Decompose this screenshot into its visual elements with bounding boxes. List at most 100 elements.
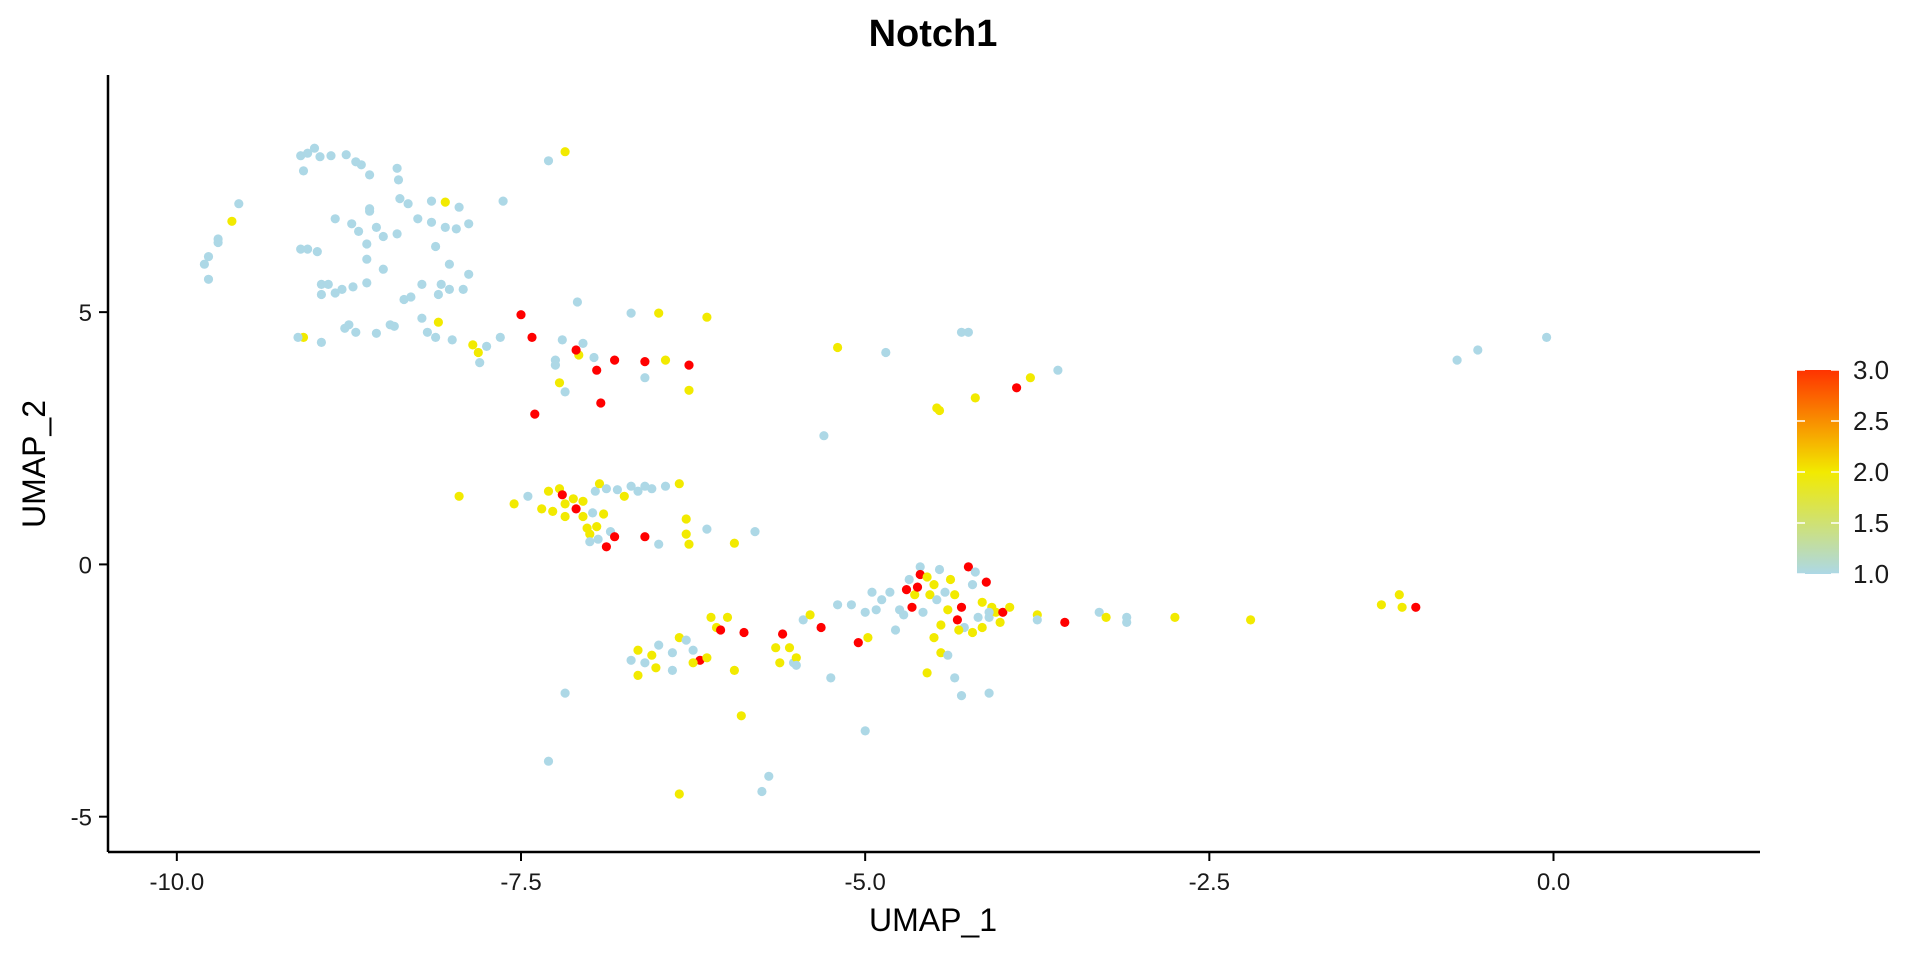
scatter-point [750,527,760,537]
scatter-point [967,627,978,638]
scatter-point [610,532,620,542]
scatter-point [347,219,357,229]
scatter-point [362,254,372,264]
colorbar-tick-label: 2.5 [1853,406,1889,436]
scatter-point [729,665,740,676]
scatter-point [431,241,441,252]
scatter-point [764,771,774,781]
scatter-point [1170,612,1180,623]
scatter-point [560,499,570,509]
scatter-point [596,398,606,408]
scatter-point [326,151,336,161]
y-ticks: -5 0 5 [71,300,108,832]
scatter-point [681,514,691,524]
x-tick-label: -10.0 [149,869,204,896]
scatter-point [426,217,437,227]
scatter-point [572,297,583,307]
scatter-point [833,342,843,353]
scatter-point [706,612,716,623]
scatter-point [413,214,423,224]
scatter-point [578,511,588,522]
scatter-point [654,308,664,318]
scatter-point [530,409,540,419]
scatter-point [667,648,678,658]
scatter-point [426,196,437,206]
scatter-point [303,148,313,158]
scatter-point [303,244,313,254]
scatter-point [1005,602,1015,612]
scatter-point [950,673,960,683]
scatter-point [674,633,684,643]
scatter-point [213,237,223,248]
colorbar-tick-label: 3.0 [1853,355,1889,385]
scatter-point [910,590,920,600]
scatter-point [684,385,694,395]
scatter-point [984,607,994,617]
scatter-point [899,610,909,620]
scatter-point [571,345,581,355]
scatter-point [464,269,474,279]
scatter-point [729,538,740,548]
scatter-point [440,197,450,207]
scatter-point [422,327,432,337]
scatter-point [619,491,629,501]
scatter-point [1053,365,1063,375]
scatter-point [950,590,960,600]
scatter-point [863,633,873,643]
scatter-point [626,481,636,491]
scatter-point [981,577,991,587]
scatter-point [601,542,612,552]
scatter-point [984,688,994,698]
scatter-point [674,789,684,799]
scatter-point [371,222,381,232]
scatter-point [936,648,946,658]
colorbar-tick-label: 1.0 [1853,559,1889,589]
scatter-point [1473,345,1483,355]
scatter-point [585,537,595,547]
scatter-point [833,600,843,610]
scatter-point [934,405,945,416]
x-tick-label: -7.5 [500,869,541,896]
scatter-point [647,484,657,494]
scatter-point [417,313,427,323]
scatter-point [523,491,533,501]
scatter-point [585,529,595,539]
chart-title: Notch1 [869,13,998,55]
colorbar-ticks: 1.0 1.5 2.0 2.5 3.0 [1797,355,1889,589]
scatter-point [954,625,964,635]
scatter-point [543,486,554,496]
scatter-point [356,160,366,170]
scatter-point [433,317,443,327]
scatter-point [885,587,895,597]
scatter-point [393,175,404,185]
scatter-point [548,506,558,516]
scatter-point [227,216,237,226]
scatter-point [312,247,322,257]
scatter-point [904,574,914,585]
scatter-point [578,496,588,506]
y-tick-label: 0 [79,552,92,579]
scatter-point [1394,590,1404,600]
scatter-point [934,564,945,575]
scatter-point [315,152,325,162]
x-ticks: -10.0 -7.5 -5.0 -2.5 0.0 [149,852,1570,896]
scatter-point [599,509,609,519]
scatter-point [371,328,381,338]
scatter-point [1032,615,1042,625]
scatter-point [568,494,578,504]
scatter-point [330,288,340,298]
scatter-point [362,278,372,288]
scatter-point [543,756,554,766]
y-tick-label: -5 [71,805,92,832]
scatter-point [298,166,309,176]
scatter-point [365,206,375,216]
scatter-point [316,279,326,289]
scatter-point [681,529,691,539]
scatter-point [771,643,781,653]
scatter-point [594,479,605,489]
scatter-point [695,655,705,665]
scatter-point [918,607,928,617]
scatter-point [516,310,526,320]
scatter-point [1094,607,1104,617]
scatter-point [354,226,364,236]
